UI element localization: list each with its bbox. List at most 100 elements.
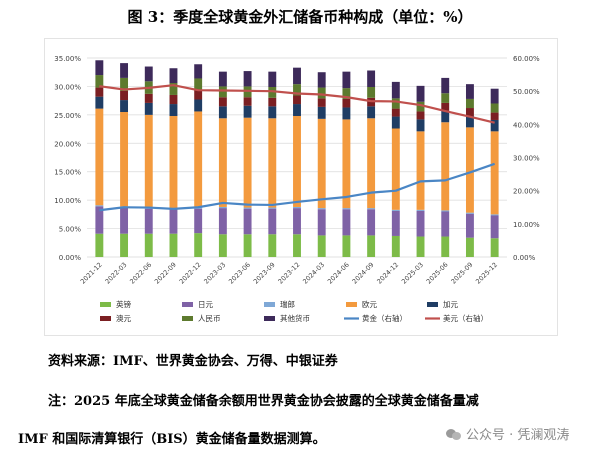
bar-segment [169,209,178,234]
bar-segment [416,101,425,112]
bar-segment [441,110,450,123]
bar-segment [120,63,129,78]
bar-segment [293,95,301,105]
source-note: 资料来源：IMF、世界黄金协会、万得、中银证券 [48,354,338,369]
legend-label: 欧元 [362,299,377,309]
x-axis-tick-label: 2023-03 [202,261,227,286]
bar-segment [490,112,499,120]
bar-segment [317,118,326,209]
bar-segment [391,98,400,109]
bar-segment [293,67,301,85]
bar-segment [169,83,178,95]
watermark: 公众号 · 凭澜观涛 [446,424,569,443]
bar-segment [367,235,376,257]
legend-swatch [182,316,193,321]
right-axis-tick-label: 50.00% [513,88,540,96]
right-axis-tick-label: 10.00% [513,221,540,229]
bar-segment [268,86,277,98]
x-axis-tick-label: 2024-06 [326,261,351,286]
bar-segment [194,90,203,100]
bar-segment [465,84,474,99]
bar-segment [416,209,425,211]
chart-title: 图 3：季度全球黄金外汇储备币种构成（单位：%） [127,8,473,26]
bar-segment [120,100,129,113]
bar-segment [144,114,153,208]
x-axis-tick-label: 2025-09 [449,261,474,286]
legend-swatch [264,316,275,321]
bar-segment [367,106,376,119]
bar-segment [465,213,474,238]
bar-segment [317,208,326,210]
right-axis-tick-label: 20.00% [513,188,540,196]
bar-segment [194,64,203,79]
bar-segment [243,208,252,235]
bar-segment [268,71,277,87]
footnote-line-2: IMF 和国际清算银行（BIS）黄金储备量数据测算。 [18,432,326,447]
bar-segment [441,77,450,94]
right-axis-tick-label: 60.00% [513,55,540,63]
bar-segment [293,206,301,209]
legend-label: 英镑 [116,299,131,309]
bar-segment [317,106,326,119]
bar-segment [95,60,104,76]
bar-segment [95,87,104,97]
bar-segment [342,98,351,108]
bar-segment [317,98,326,107]
bar-segment [268,208,277,235]
x-axis-tick-label: 2025-06 [425,261,450,286]
bar-segment [490,238,499,257]
bar-segment [293,208,301,235]
bar-segment [144,102,153,115]
bar-segment [268,207,277,209]
legend-swatch [427,302,438,307]
x-axis-tick-label: 2025-03 [400,261,425,286]
bar-segment [342,119,351,209]
bar-segment [416,210,425,237]
bar-segment [120,207,129,234]
bar-segment [367,86,376,98]
series-line [99,84,495,124]
bar-segment [144,208,153,234]
bar-segment [317,87,326,99]
x-axis-tick-label: 2023-06 [227,261,252,286]
bar-segment [169,233,178,257]
bar-segment [194,208,203,234]
legend-swatch [182,302,193,307]
bar-segment [441,210,450,212]
bar-segment [243,207,252,209]
left-axis-tick-label: 15.00% [54,169,81,177]
bar-segment [465,115,474,128]
bar-segment [367,70,376,87]
bar-segment [342,107,351,120]
bar-segment [169,104,178,116]
bar-segment [268,118,277,208]
x-axis-tick-label: 2023-12 [277,261,302,286]
bar-segment [218,71,227,87]
x-axis-tick-label: 2023-09 [252,261,277,286]
bar-segment [218,86,227,98]
bar-segment [465,127,474,213]
legend-label: 美元（右轴） [443,313,488,323]
bar-segment [95,108,104,206]
right-axis-tick-label: 0.00% [513,254,536,262]
bar-segment [490,214,499,216]
bar-segment [194,99,203,112]
bar-segment [218,118,227,207]
bar-segment [416,131,425,210]
bar-segment [441,102,450,111]
bar-segment [95,233,104,257]
x-axis-tick-label: 2022-06 [128,261,153,286]
bar-segment [95,206,104,234]
bar-segment [317,235,326,257]
bar-segment [293,234,301,257]
bar-segment [169,94,178,105]
bar-segment [243,71,252,87]
left-axis-tick-label: 20.00% [54,140,81,148]
legend-label: 黄金（右轴） [362,313,407,323]
legend-label: 人民币 [198,314,221,323]
bar-segment [367,208,376,210]
bar-segment [243,117,252,208]
bar-segment [194,78,203,91]
bar-segment [144,66,153,82]
